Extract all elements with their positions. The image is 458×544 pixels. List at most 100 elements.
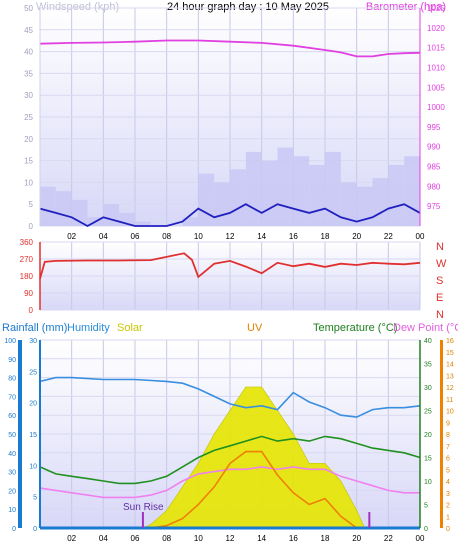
x-tick-label: 00 (416, 232, 425, 241)
humidity-tick-label: 20 (8, 488, 16, 495)
compass-label: N (436, 309, 444, 321)
wind-gust-bar (309, 164, 325, 226)
temperature-tick-label: 40 (424, 338, 432, 345)
wind-tick-label: 0 (29, 222, 34, 231)
rainfall-tick-label: 5 (33, 495, 37, 502)
temperature-tick-label: 0 (424, 526, 428, 533)
direction-tick-label: 90 (24, 289, 33, 298)
humidity-tick-label: 100 (4, 338, 16, 345)
x-tick-label: 16 (289, 534, 298, 543)
rainfall-tick-label: 20 (29, 401, 37, 408)
barometer-tick-label: 980 (427, 182, 441, 191)
chart-title: 24 hour graph day : 10 May 2025 (167, 1, 329, 13)
barometer-tick-label: 990 (427, 143, 441, 152)
direction-tick-label: 270 (20, 255, 34, 264)
temperature-label: Temperature (°C) (313, 322, 397, 334)
barometer-tick-label: 1025 (427, 4, 445, 13)
series-wind-speed (39, 203, 421, 228)
series-solar (142, 386, 366, 529)
wind-gust-bar (356, 186, 373, 226)
rainfall-tick-label: 30 (29, 338, 37, 345)
temperature-tick-label: 25 (424, 409, 432, 416)
wind-gust-bar (261, 160, 278, 226)
compass-label: N (436, 241, 444, 253)
temperature-tick-label: 35 (424, 362, 432, 369)
humidity-tick-label: 60 (8, 413, 16, 420)
barometer-tick-label: 1015 (427, 44, 445, 53)
x-tick-label: 18 (321, 232, 330, 241)
wind-gust-bar (103, 204, 120, 226)
wind-tick-label: 40 (24, 48, 33, 57)
direction-tick-label: 0 (29, 306, 34, 315)
uv-tick-label: 4 (446, 479, 450, 486)
x-tick-label: 20 (352, 534, 361, 543)
x-tick-label: 00 (416, 534, 425, 543)
uv-label: UV (247, 322, 263, 334)
rainfall-tick-label: 0 (33, 526, 37, 533)
humidity-tick-label: 50 (8, 432, 16, 439)
barometer-axis-label: Barometer (hpa) (366, 1, 446, 13)
rainfall-label: Rainfall (mm) (2, 322, 67, 334)
wind-gust-bar (388, 164, 405, 226)
wind-gust-bar (198, 173, 215, 226)
x-tick-label: 22 (384, 534, 393, 543)
wind-gust-bar (277, 147, 294, 226)
rainfall-tick-label: 10 (29, 463, 37, 470)
rainfall-tick-label: 25 (29, 369, 37, 376)
dewpoint-label: Dew Point (°C) (393, 322, 458, 334)
wind-gust-bar (135, 221, 151, 226)
wind-tick-label: 5 (29, 200, 34, 209)
x-tick-label: 14 (257, 232, 266, 241)
barometer-tick-label: 1005 (427, 83, 445, 92)
uv-tick-label: 6 (446, 456, 450, 463)
wind-tick-label: 50 (24, 4, 33, 13)
wind-gust-bar (182, 217, 199, 226)
x-tick-label: 10 (194, 534, 203, 543)
uv-tick-label: 15 (446, 350, 454, 357)
wind-tick-label: 35 (24, 69, 33, 78)
series-barometer-hpa- (39, 39, 421, 58)
wind-gust-bar (293, 156, 310, 226)
wind-tick-label: 30 (24, 91, 33, 100)
uv-tick-label: 13 (446, 373, 454, 380)
rainfall-tick-label: 15 (29, 432, 37, 439)
temperature-tick-label: 30 (424, 385, 432, 392)
barometer-tick-label: 985 (427, 163, 441, 172)
x-tick-label: 04 (99, 232, 108, 241)
wind-tick-label: 45 (24, 26, 33, 35)
uv-tick-label: 0 (446, 526, 450, 533)
uv-tick-label: 12 (446, 385, 454, 392)
x-tick-label: 22 (384, 232, 393, 241)
series-dew-point (39, 466, 420, 499)
wind-axis-label: Windspeed (kph) (36, 1, 119, 13)
x-tick-label: 06 (131, 232, 140, 241)
x-tick-label: 06 (131, 534, 140, 543)
uv-tick-label: 10 (446, 409, 454, 416)
humidity-tick-label: 70 (8, 394, 16, 401)
barometer-tick-label: 995 (427, 123, 441, 132)
wind-gust-bar (340, 182, 357, 226)
wind-gust-bar (325, 151, 341, 226)
humidity-label: Humidity (67, 322, 110, 334)
series-uv (150, 450, 358, 529)
x-tick-label: 04 (99, 534, 108, 543)
humidity-axis-bar (18, 340, 22, 528)
x-tick-label: 12 (226, 534, 235, 543)
sunrise-annotation: Sun Rise (123, 502, 164, 513)
x-tick-label: 18 (321, 534, 330, 543)
series-humidity (39, 376, 421, 418)
wind-gust-bar (404, 156, 420, 226)
wind-gust-bar (55, 191, 72, 226)
humidity-tick-label: 0 (12, 526, 16, 533)
humidity-tick-label: 90 (8, 357, 16, 364)
wind-tick-label: 10 (24, 178, 33, 187)
uv-tick-label: 3 (446, 491, 450, 498)
humidity-tick-label: 30 (8, 470, 16, 477)
x-tick-label: 14 (257, 534, 266, 543)
compass-label: S (436, 275, 443, 287)
x-tick-label: 08 (162, 232, 171, 241)
x-tick-label: 02 (67, 534, 76, 543)
wind-tick-label: 20 (24, 135, 33, 144)
direction-tick-label: 180 (20, 272, 34, 281)
